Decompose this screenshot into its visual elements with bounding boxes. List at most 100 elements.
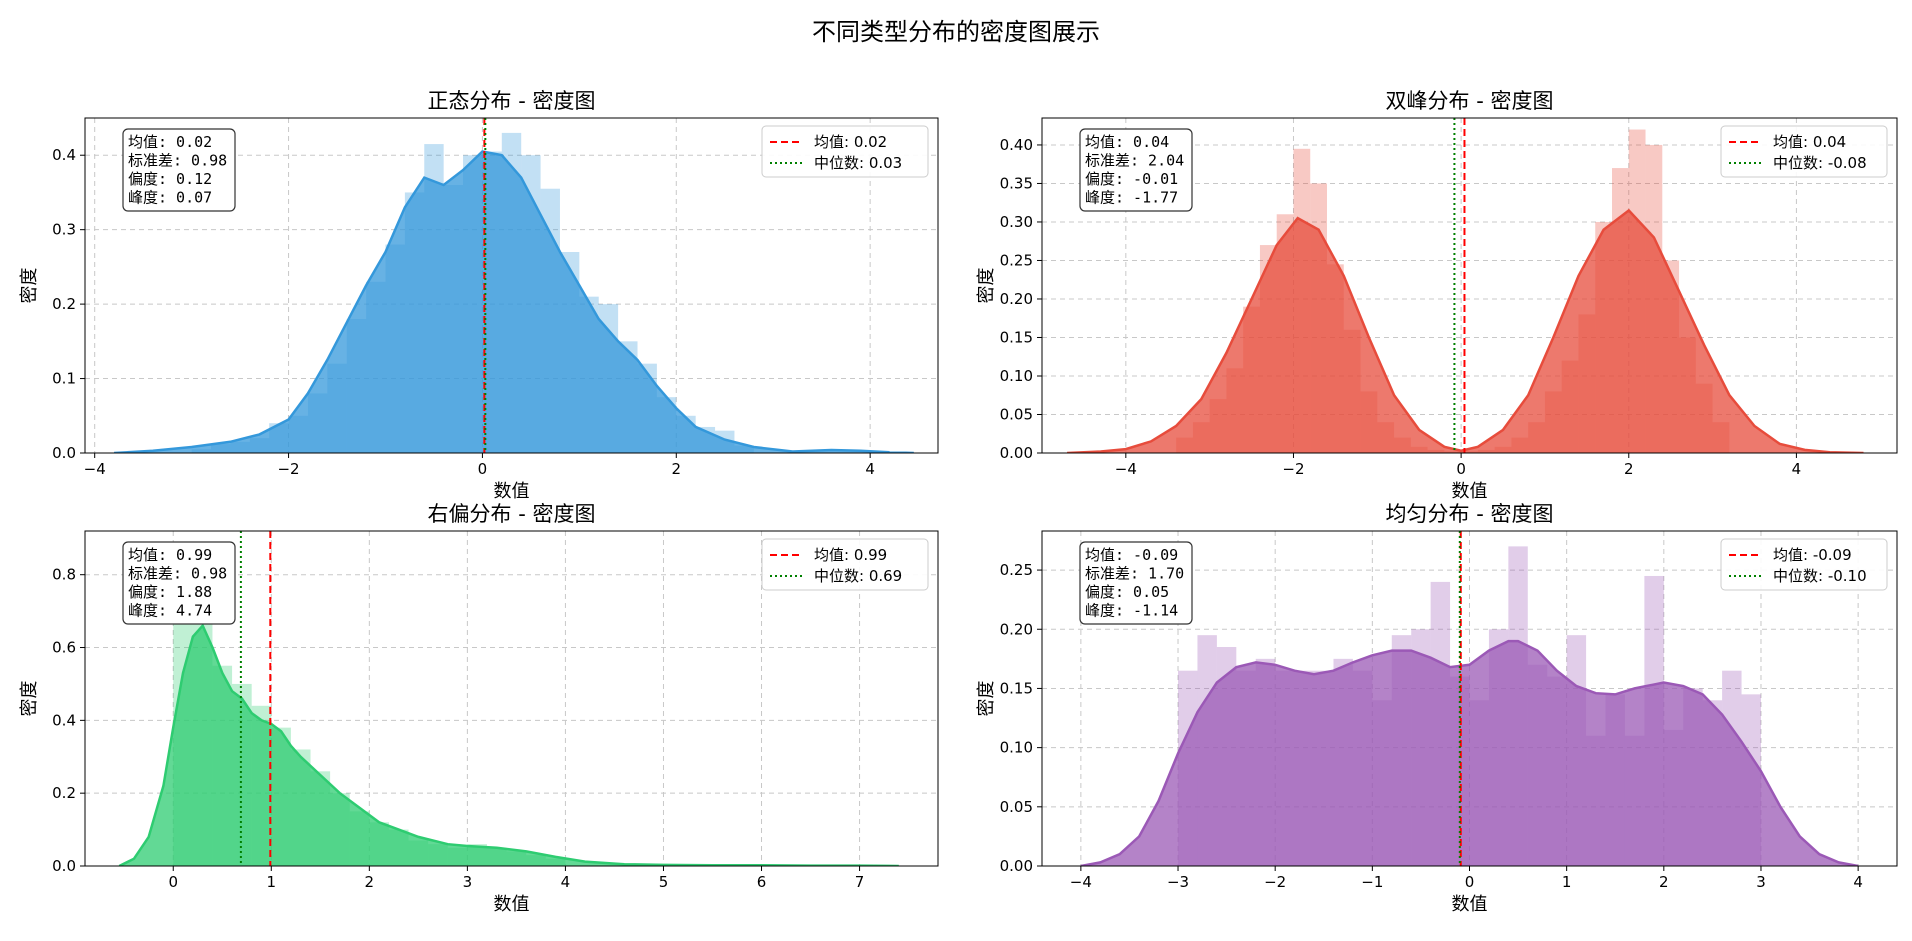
x-tick-label: 2 xyxy=(365,873,375,891)
stats-line: 峰度: 0.07 xyxy=(128,189,212,207)
plot-area xyxy=(114,118,914,453)
panel-title: 正态分布 - 密度图 xyxy=(428,89,596,113)
legend-frame xyxy=(761,538,929,591)
legend-mean-label: 均值: 0.99 xyxy=(814,546,887,564)
x-tick-label: 0 xyxy=(1456,460,1466,478)
y-tick-label: 0.2 xyxy=(52,295,76,313)
kde-line xyxy=(1067,208,1864,453)
axes-frame xyxy=(84,530,939,867)
y-tick-label: 0.0 xyxy=(52,444,76,462)
stats-line: 均值: 0.02 xyxy=(128,133,212,151)
x-axis-label: 数值 xyxy=(1452,894,1488,915)
stats-line: 偏度: 0.12 xyxy=(128,170,212,188)
x-tick-label: 4 xyxy=(1853,873,1863,891)
x-tick-label: −4 xyxy=(1115,460,1137,478)
figure-title: 不同类型分布的密度图展示 xyxy=(812,18,1100,46)
y-tick-label: 0.8 xyxy=(52,566,76,584)
x-tick-label: 0 xyxy=(168,873,178,891)
y-axis-label: 密度 xyxy=(976,681,997,717)
legend: 均值: 0.99 中位数: 0.69 xyxy=(761,538,929,591)
x-tick-label: −3 xyxy=(1167,873,1189,891)
y-tick-label: 0.20 xyxy=(1000,290,1033,308)
x-tick-label: 7 xyxy=(855,873,865,891)
legend-mean-label: 均值: 0.04 xyxy=(1773,133,1846,151)
kde-line xyxy=(114,150,914,453)
stats-box-frame xyxy=(1079,128,1193,212)
x-tick-label: −4 xyxy=(84,460,106,478)
x-tick-label: −2 xyxy=(1282,460,1304,478)
y-tick-label: 0.25 xyxy=(1000,561,1033,579)
legend-frame xyxy=(1720,125,1888,178)
y-tick-label: 0.00 xyxy=(1000,857,1033,875)
y-tick-label: 0.00 xyxy=(1000,444,1033,462)
chart-panel-3: 0 1 2 3 4 5 6 7 0.0 0.2 0.4 0.6 0.8 数值 密度 右偏分布 - 密度图均值:… xyxy=(19,502,939,915)
x-tick-label: −2 xyxy=(1264,873,1286,891)
x-tick-label: 5 xyxy=(659,873,669,891)
stats-box-frame xyxy=(1079,541,1193,625)
y-tick-label: 0.0 xyxy=(52,857,76,875)
stats-line: 峰度: 4.74 xyxy=(128,602,212,620)
legend-mean-label: 均值: -0.09 xyxy=(1773,546,1852,564)
legend-frame xyxy=(761,125,929,178)
x-tick-label: 6 xyxy=(757,873,767,891)
stats-box-frame xyxy=(122,541,236,625)
x-tick-label: 2 xyxy=(672,460,682,478)
y-tick-label: 0.15 xyxy=(1000,328,1033,346)
stats-line: 标准差: 1.70 xyxy=(1085,565,1184,583)
y-tick-label: 0.1 xyxy=(52,370,76,388)
legend-median-label: 中位数: 0.03 xyxy=(814,154,902,172)
x-tick-label: 4 xyxy=(561,873,571,891)
x-tick-label: 2 xyxy=(1624,460,1634,478)
stats-line: 标准差: 2.04 xyxy=(1085,152,1184,170)
x-axis-label: 数值 xyxy=(494,481,530,502)
axes-frame xyxy=(84,117,939,454)
x-tick-label: 1 xyxy=(267,873,277,891)
y-tick-label: 0.10 xyxy=(1000,367,1033,385)
legend-frame xyxy=(1720,538,1888,591)
x-tick-label: 1 xyxy=(1562,873,1572,891)
plot-area xyxy=(1080,531,1859,866)
stats-line: 偏度: 1.88 xyxy=(128,583,212,601)
x-axis-label: 数值 xyxy=(494,894,530,915)
y-tick-label: 0.4 xyxy=(52,711,76,729)
panel-title: 右偏分布 - 密度图 xyxy=(428,502,596,526)
kde-area xyxy=(1080,641,1859,866)
stats-line: 标准差: 0.98 xyxy=(128,152,227,170)
x-tick-label: −2 xyxy=(277,460,299,478)
stats-line: 均值: 0.99 xyxy=(128,546,212,564)
y-tick-label: 0.35 xyxy=(1000,174,1033,192)
legend: 均值: 0.04 中位数: -0.08 xyxy=(1720,125,1888,178)
chart-panel-2: −4 −2 0 2 4 0.00 0.05 0.10 0.15 0.20 0.25 0.30 0.35 0… xyxy=(976,89,1898,502)
y-tick-label: 0.6 xyxy=(52,639,76,657)
y-tick-label: 0.15 xyxy=(1000,679,1033,697)
x-tick-label: −1 xyxy=(1361,873,1383,891)
kde-line xyxy=(118,623,899,866)
legend-median-label: 中位数: -0.10 xyxy=(1773,567,1867,585)
x-axis-label: 数值 xyxy=(1452,481,1488,502)
y-axis-label: 密度 xyxy=(976,268,997,304)
x-tick-label: 4 xyxy=(865,460,875,478)
y-tick-label: 0.2 xyxy=(52,784,76,802)
legend: 均值: 0.02 中位数: 0.03 xyxy=(761,125,929,178)
stats-line: 均值: 0.04 xyxy=(1085,133,1169,151)
plot-area xyxy=(118,531,899,866)
kde-area xyxy=(119,625,899,866)
stats-line: 峰度: -1.77 xyxy=(1085,189,1178,207)
stats-line: 偏度: 0.05 xyxy=(1085,583,1169,601)
x-tick-label: 4 xyxy=(1792,460,1802,478)
panel-title: 双峰分布 - 密度图 xyxy=(1386,89,1554,113)
y-tick-label: 0.3 xyxy=(52,221,76,239)
y-tick-label: 0.05 xyxy=(1000,798,1033,816)
y-tick-label: 0.40 xyxy=(1000,136,1033,154)
y-axis-label: 密度 xyxy=(19,268,40,304)
legend-median-label: 中位数: -0.08 xyxy=(1773,154,1867,172)
chart-panel-1: −4 −2 0 2 4 0.0 0.1 0.2 0.3 0.4 数值 密度 正态分布 - 密度图均值: … xyxy=(19,89,939,502)
legend-mean-label: 均值: 0.02 xyxy=(814,133,887,151)
kde-line xyxy=(1080,639,1859,866)
axes-frame xyxy=(1041,117,1898,454)
y-tick-label: 0.4 xyxy=(52,146,76,164)
